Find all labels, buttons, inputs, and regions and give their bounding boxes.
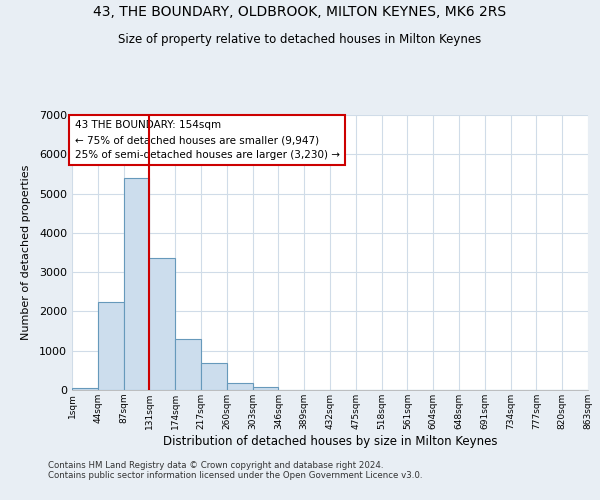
Bar (253, 387, 278, 390)
Bar (72, 388, 98, 390)
Bar (124, 178, 149, 390)
Text: Contains HM Land Registry data © Crown copyright and database right 2024.
Contai: Contains HM Land Registry data © Crown c… (48, 460, 422, 480)
Text: 43, THE BOUNDARY, OLDBROOK, MILTON KEYNES, MK6 2RS: 43, THE BOUNDARY, OLDBROOK, MILTON KEYNE… (94, 5, 506, 19)
Bar (98, 302, 124, 390)
Text: Distribution of detached houses by size in Milton Keynes: Distribution of detached houses by size … (163, 435, 497, 448)
Y-axis label: Number of detached properties: Number of detached properties (20, 165, 31, 340)
Text: Size of property relative to detached houses in Milton Keynes: Size of property relative to detached ho… (118, 32, 482, 46)
Bar (201, 362, 227, 390)
Bar (149, 258, 175, 390)
Bar (227, 384, 253, 390)
Bar (175, 339, 201, 390)
Text: 43 THE BOUNDARY: 154sqm
← 75% of detached houses are smaller (9,947)
25% of semi: 43 THE BOUNDARY: 154sqm ← 75% of detache… (74, 120, 340, 160)
